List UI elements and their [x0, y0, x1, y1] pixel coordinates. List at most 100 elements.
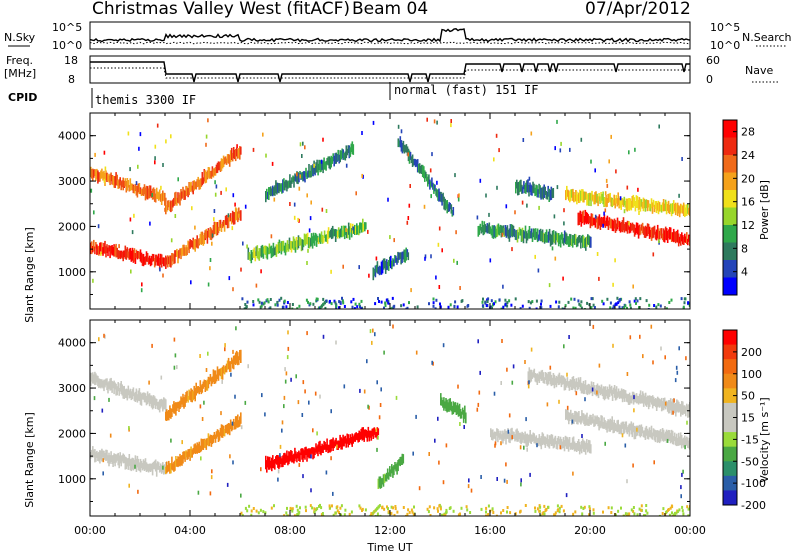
freq-label: Freq.: [6, 54, 33, 67]
power-colorbar-swatch: [723, 207, 737, 226]
freq-panel: Freq. [MHz] 18 8 60 0 Nave: [4, 54, 778, 86]
power-band-6: [372, 247, 410, 281]
nsky-tick-bottom: 10^0: [52, 39, 82, 52]
xtick-label: 08:00: [274, 524, 306, 537]
vel-colorbar-swatch: [723, 359, 737, 375]
vel-colorbar-tick: 15: [741, 412, 755, 425]
power-ylabel: Slant Range [km]: [23, 227, 36, 323]
nsearch-tick-top: 10^5: [710, 21, 740, 34]
nave-tick-top: 60: [706, 54, 720, 67]
power-band-11: [577, 209, 690, 247]
power-ytick-label: 2000: [58, 220, 86, 233]
freq-unit: [MHz]: [4, 67, 36, 80]
power-colorbar: 4 8 12 16 20 24 28: [722, 119, 755, 296]
power-colorbar-swatch: [723, 190, 737, 208]
power-band-2: [90, 239, 167, 270]
power-colorbar-tick: 12: [741, 219, 755, 232]
power-colorbar-tick: 4: [741, 266, 748, 279]
mode-label-1: themis 3300 IF: [95, 93, 196, 107]
vel-colorbar-tick: -100: [741, 477, 766, 490]
power-colorbar-swatch: [723, 155, 737, 173]
nave-tick-bottom: 0: [706, 73, 713, 86]
vel-band-7: [490, 427, 592, 455]
vel-colorbar-swatch: [723, 475, 737, 491]
vel-colorbar-swatch: [723, 402, 737, 418]
vel-near-range-echoes: [240, 503, 690, 516]
mode-label-2: normal (fast) 151 IF: [394, 83, 539, 97]
vel-colorbar-tick: -50: [741, 455, 759, 468]
power-band-10: [565, 185, 690, 218]
vel-band-1: [165, 349, 242, 421]
vel-colorbar-swatch: [723, 344, 737, 360]
nsearch-label: N.Search: [742, 31, 792, 44]
nsky-panel: N.Sky 10^5 10^0 10^5 10^0 N.Search: [4, 21, 792, 52]
power-ytick-label: 4000: [58, 130, 86, 143]
vel-colorbar-tick: 50: [741, 390, 755, 403]
station-title: Christmas Valley West (fitACF): [92, 0, 350, 19]
vel-colorbar-swatch: [723, 461, 737, 477]
power-band-8: [477, 220, 592, 251]
power-colorbar-tick: 8: [741, 242, 748, 255]
nave-trace: [90, 67, 690, 79]
vel-colorbar-swatch: [723, 330, 737, 346]
velocity-ylabel: Slant Range [km]: [23, 412, 36, 508]
freq-tick-top: 18: [64, 54, 78, 67]
nsearch-trace: [89, 41, 691, 45]
power-colorbar-swatch: [723, 260, 737, 278]
power-band-3: [165, 207, 242, 268]
power-colorbar-swatch: [723, 242, 737, 261]
vel-band-4: [265, 426, 380, 473]
vel-colorbar-swatch: [723, 417, 737, 433]
power-colorbar-swatch: [723, 277, 737, 296]
xlabel: Time UT: [366, 541, 412, 554]
power-band-0: [90, 166, 167, 206]
cpid-label: CPID: [8, 91, 37, 104]
vel-colorbar-swatch: [723, 446, 737, 462]
power-panel: 1000 2000 3000 4000: [58, 112, 691, 310]
date-title: 07/Apr/2012: [585, 0, 691, 19]
power-ytick-label: 3000: [58, 175, 86, 188]
power-band-4: [247, 218, 367, 264]
vel-ytick-label: 2000: [58, 427, 86, 440]
velocity-colorbar: 200 100 50 15 -15 -50 -100 -200: [722, 329, 766, 512]
power-colorbar-swatch: [723, 137, 737, 156]
power-colorbar-tick: 28: [741, 126, 755, 139]
vel-colorbar-swatch: [723, 373, 737, 389]
power-colorbar-tick: 20: [741, 172, 755, 185]
power-band-5: [265, 141, 355, 203]
xtick-label: 12:00: [374, 524, 406, 537]
beam-title: Beam 04: [352, 0, 428, 19]
vel-band-9: [565, 409, 690, 450]
vel-colorbar-tick: -200: [741, 499, 766, 512]
power-near-range-echoes: [241, 296, 690, 309]
vel-band-6: [440, 393, 467, 424]
freq-trace: [90, 61, 690, 83]
vel-colorbar-tick: 100: [741, 368, 762, 381]
velocity-colorbar-label: Velocity [m s⁻¹]: [758, 397, 771, 482]
vel-band-2: [90, 446, 167, 477]
vel-scattered-echoes: [93, 324, 688, 499]
vel-ytick-label: 3000: [58, 382, 86, 395]
xtick-label: 20:00: [574, 524, 606, 537]
power-colorbar-swatch: [723, 225, 737, 243]
nave-label: Nave: [745, 64, 773, 77]
vel-colorbar-swatch: [723, 432, 737, 448]
xtick-label: 00:00: [674, 524, 706, 537]
vel-band-3: [165, 412, 242, 474]
power-colorbar-tick: 24: [741, 149, 755, 162]
power-ytick-label: 1000: [58, 266, 86, 279]
vel-colorbar-swatch: [723, 490, 737, 506]
nsky-tick-top: 10^5: [52, 21, 82, 34]
power-scattered-echoes: [90, 117, 683, 293]
time-axis: 00:00 04:00 08:00 12:00 16:00 20:00 00:00: [74, 524, 706, 537]
freq-tick-bottom: 8: [68, 73, 75, 86]
power-colorbar-swatch: [723, 172, 737, 191]
nsky-trace: [89, 28, 691, 43]
power-colorbar-tick: 16: [741, 196, 755, 209]
vel-colorbar-tick: -15: [741, 433, 759, 446]
xtick-label: 16:00: [474, 524, 506, 537]
nsky-label: N.Sky: [4, 31, 36, 44]
vel-ytick-label: 1000: [58, 473, 86, 486]
power-band-7: [397, 136, 455, 217]
